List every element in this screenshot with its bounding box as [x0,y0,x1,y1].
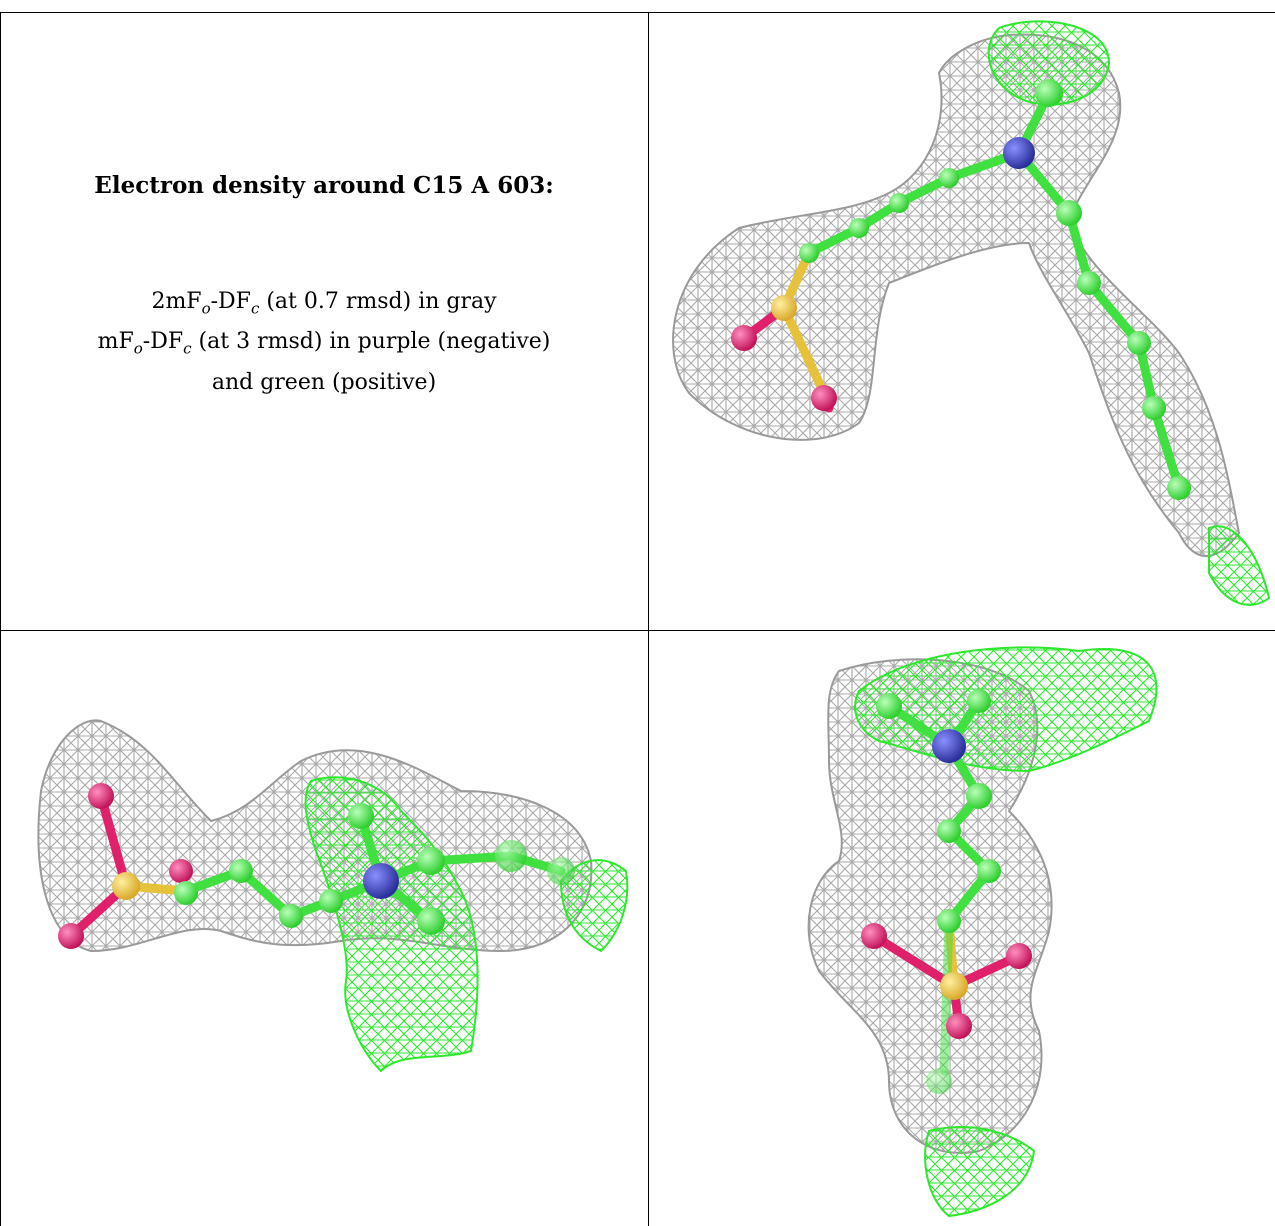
green-mesh-bottom [1208,525,1271,606]
border-middle-vertical [648,12,649,1226]
atoms [861,689,1032,1094]
border-middle-horizontal [0,630,1275,631]
caption-cell: Electron density around C15 A 603: 2mFo-… [0,0,648,630]
molecule-density-view-2 [37,719,629,1073]
green-mesh-top [854,646,1158,773]
legend-line1-sub-c: c [250,299,260,318]
legend-line2-sub-c: c [183,339,192,358]
border-left [0,12,1,1226]
border-top [0,12,1275,13]
view-top-right [649,13,1275,630]
green-mesh-top [987,20,1111,106]
green-mesh-right [559,859,629,953]
legend-line1-mid: -DF [210,289,251,314]
legend-text: 2mFo-DFc (at 0.7 rmsd) in gray mFo-DFc (… [0,285,648,399]
legend-line-mfo: mFo-DFc (at 3 rmsd) in purple (negative) [0,325,648,365]
legend-line2-suffix: (at 3 rmsd) in purple (negative) [191,329,551,355]
molecule-density-view-3 [807,646,1158,1218]
legend-line1-prefix: 2mF [151,289,202,314]
legend-line2-mid: -DF [142,329,184,355]
view-bottom-left [1,631,648,1226]
legend-line1-suffix: (at 0.7 rmsd) in gray [259,289,497,314]
gray-mesh [672,33,1241,557]
legend-line-2mfo: 2mFo-DFc (at 0.7 rmsd) in gray [0,285,648,325]
molecule-density-view-1 [672,20,1271,606]
legend-line-green: and green (positive) [211,369,437,395]
atoms [731,79,1191,500]
legend-line2-sub-o: o [133,339,143,358]
green-mesh-bottom [924,1126,1036,1218]
legend-line2-prefix: mF [97,329,134,355]
view-bottom-right [649,631,1275,1226]
figure-title: Electron density around C15 A 603: [94,172,554,199]
legend-line1-sub-o: o [201,299,211,318]
atoms [58,783,575,949]
